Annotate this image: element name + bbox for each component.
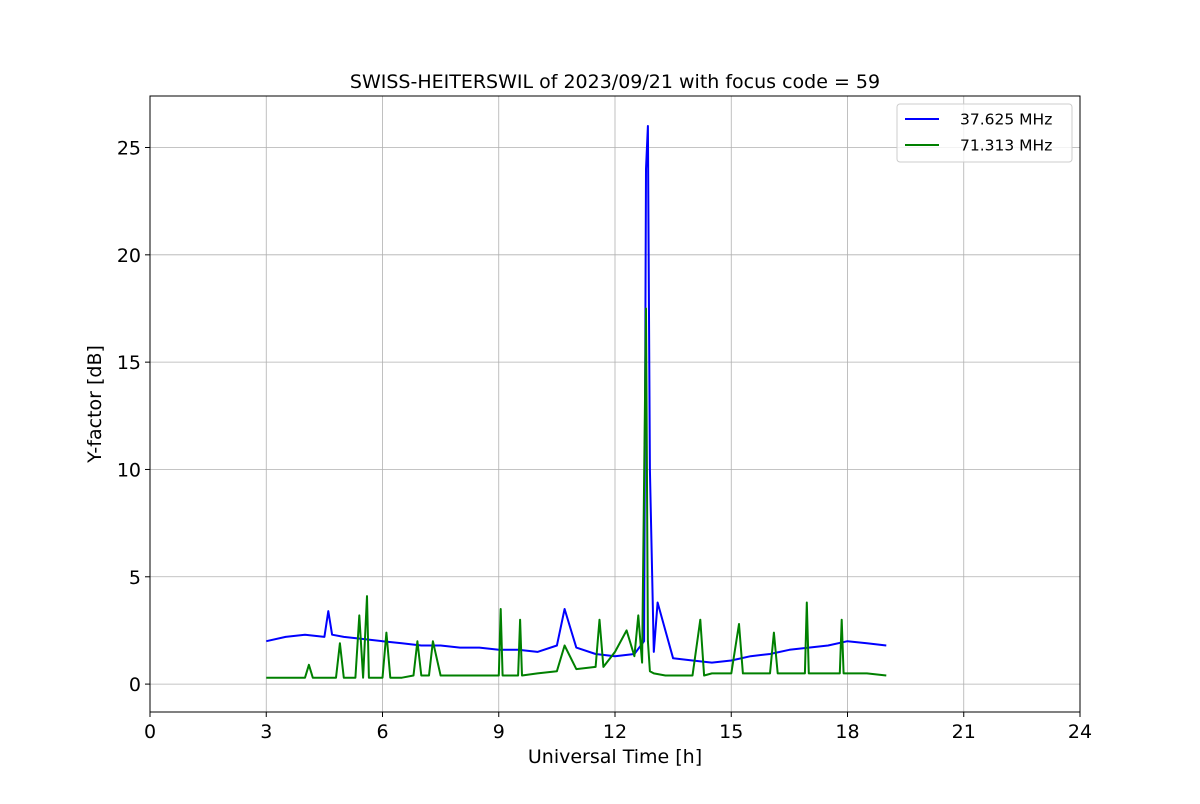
legend-label-series-1: 37.625 MHz (960, 111, 1052, 129)
x-tick-label: 18 (835, 721, 859, 743)
x-tick-label: 15 (719, 721, 743, 743)
x-axis-ticks: 0 3 6 9 12 15 18 21 24 (144, 712, 1092, 743)
y-tick-label: 10 (117, 459, 141, 481)
x-tick-label: 24 (1068, 721, 1092, 743)
y-tick-label: 0 (129, 674, 141, 696)
y-axis-label: Y-factor [dB] (84, 345, 106, 464)
x-tick-label: 12 (603, 721, 627, 743)
legend-label-series-2: 71.313 MHz (960, 137, 1052, 155)
x-tick-label: 9 (493, 721, 505, 743)
y-tick-label: 25 (117, 138, 141, 160)
x-tick-label: 0 (144, 721, 156, 743)
chart-title: SWISS-HEITERSWIL of 2023/09/21 with focu… (350, 71, 880, 93)
legend-box (896, 103, 1073, 163)
series-line-1 (266, 125, 887, 664)
y-tick-label: 5 (129, 567, 141, 589)
x-tick-label: 6 (376, 721, 388, 743)
x-tick-label: 21 (952, 721, 976, 743)
series-line-2 (266, 307, 887, 679)
y-tick-label: 20 (117, 245, 141, 267)
grid-layer (149, 96, 1081, 712)
legend: 37.625 MHz 71.313 MHz (896, 103, 1073, 163)
y-tick-label: 15 (117, 352, 141, 374)
y-axis-ticks: 0 5 10 15 20 25 (117, 138, 150, 696)
series-layer (266, 125, 887, 679)
x-tick-label: 3 (260, 721, 272, 743)
x-axis-label: Universal Time [h] (528, 746, 702, 768)
